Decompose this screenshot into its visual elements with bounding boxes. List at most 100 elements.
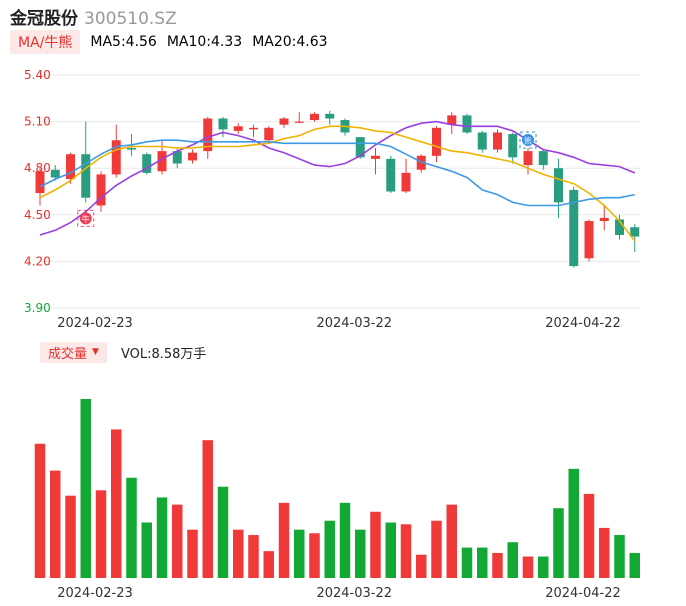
- candle-body: [432, 127, 441, 156]
- candle-body: [66, 154, 75, 180]
- volume-bar: [126, 477, 137, 578]
- candle-body: [599, 217, 609, 222]
- volume-bar: [446, 504, 457, 578]
- candle-body: [310, 113, 319, 121]
- stock-header: 金冠股份 300510.SZ: [10, 4, 177, 29]
- volume-value: VOL:8.58万手: [120, 346, 207, 362]
- volume-bar: [156, 497, 168, 578]
- candle-body: [493, 132, 502, 150]
- candle-body: [477, 132, 487, 150]
- volume-bar: [538, 556, 549, 578]
- volume-bar: [278, 502, 290, 578]
- volume-bar: [400, 524, 412, 578]
- candle-body: [35, 171, 45, 194]
- volume-indicator-label: 成交量: [48, 346, 88, 362]
- candle-body: [462, 115, 472, 133]
- volume-bar: [416, 554, 427, 578]
- volume-bar: [187, 529, 198, 578]
- volume-bar: [370, 511, 381, 578]
- volume-bar: [309, 533, 320, 578]
- volume-x-tick-label: 2024-04-22: [545, 586, 621, 601]
- candle-body: [81, 154, 91, 198]
- ma10-legend: MA10:4.33: [166, 34, 243, 50]
- ma10-line: [39, 125, 636, 242]
- x-tick-label: 2024-03-22: [316, 316, 392, 330]
- ma20-legend: MA20:4.63: [252, 34, 328, 50]
- marker-frame: [77, 209, 95, 227]
- marker-label: 熊: [524, 136, 532, 146]
- candle-body: [203, 118, 213, 152]
- bear-marker-icon: 熊: [519, 131, 537, 149]
- volume-bar: [583, 493, 595, 578]
- marker-label: 牛: [82, 214, 90, 224]
- candle-body: [279, 118, 289, 125]
- volume-bar: [324, 520, 335, 578]
- candle-body: [142, 154, 152, 173]
- candle-body: [188, 152, 197, 161]
- y-tick-label: 3.90: [24, 301, 51, 315]
- x-tick-label: 2024-02-23: [57, 316, 133, 330]
- volume-bar: [614, 535, 625, 578]
- volume-bar: [233, 529, 244, 578]
- volume-bar: [355, 529, 366, 578]
- volume-bar: [477, 547, 488, 578]
- candle-body: [96, 174, 106, 206]
- candle-body: [325, 113, 335, 119]
- volume-x-tick-label: 2024-02-23: [57, 586, 133, 601]
- candle-body: [111, 140, 121, 175]
- ma5-legend: MA5:4.56: [90, 34, 157, 50]
- marker-frame: [519, 131, 537, 149]
- volume-bar: [431, 520, 442, 578]
- candle-body: [569, 189, 579, 267]
- bull-marker-icon: 牛: [77, 209, 95, 227]
- candle-body: [447, 115, 457, 125]
- volume-bar: [248, 535, 259, 578]
- volume-bar: [80, 399, 91, 578]
- volume-bar: [65, 495, 76, 578]
- candle-body: [584, 221, 594, 259]
- volume-bar: [111, 429, 122, 578]
- volume-bar: [568, 468, 579, 578]
- volume-bar: [599, 527, 610, 578]
- volume-bar: [95, 490, 107, 578]
- volume-bar: [50, 470, 61, 578]
- volume-bar: [492, 552, 503, 578]
- candle-body: [630, 227, 640, 237]
- candle-body: [127, 148, 136, 150]
- volume-bar: [339, 502, 351, 578]
- candle-body: [401, 172, 411, 192]
- x-tick-label: 2024-04-22: [545, 316, 621, 330]
- volume-bar: [263, 551, 274, 578]
- volume-bar: [294, 529, 305, 578]
- candle-body: [218, 118, 228, 130]
- y-tick-label: 5.40: [24, 68, 51, 82]
- candle-body: [538, 151, 548, 166]
- candle-body: [50, 169, 60, 178]
- candle-body: [371, 155, 380, 159]
- y-tick-label: 5.10: [24, 115, 51, 129]
- candle-body: [508, 134, 518, 158]
- volume-bar: [553, 508, 564, 578]
- volume-bar: [385, 522, 396, 578]
- volume-bar: [217, 486, 229, 578]
- candle-body: [615, 219, 624, 235]
- y-tick-label: 4.50: [24, 208, 51, 222]
- volume-bar: [172, 504, 183, 578]
- volume-x-tick-label: 2024-03-22: [316, 586, 392, 601]
- candle-body: [355, 137, 365, 158]
- candle-body: [554, 168, 563, 203]
- caret-down-icon: ▼: [92, 347, 99, 357]
- volume-bar: [141, 522, 152, 578]
- ma-toggle-button[interactable]: MA/牛熊: [10, 30, 81, 54]
- volume-bar: [522, 556, 534, 578]
- volume-bar: [461, 547, 473, 578]
- volume-bar: [507, 542, 518, 578]
- candle-body: [233, 126, 243, 131]
- stock-code: 300510.SZ: [84, 9, 177, 29]
- volume-indicator-dropdown[interactable]: 成交量 ▼: [40, 341, 107, 363]
- volume-bar: [202, 440, 213, 578]
- marker-dot: [522, 134, 534, 147]
- candle-body: [294, 121, 304, 123]
- stock-name: 金冠股份: [10, 9, 78, 29]
